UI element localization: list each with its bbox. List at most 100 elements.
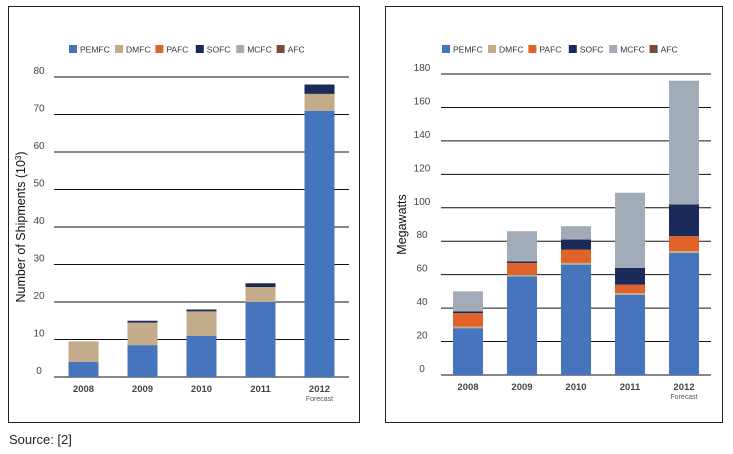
legend-label-dmfc: DMFC — [126, 45, 151, 55]
bar-pemfc-2009 — [127, 345, 158, 377]
bar-mcfc-2012 — [669, 80, 699, 205]
legend-swatch-mcfc — [609, 45, 618, 53]
x-tick-label: 2012 — [309, 384, 330, 395]
bar-sofc-2009 — [127, 320, 158, 323]
bar-dmfc-2010 — [186, 311, 217, 336]
bar-sofc-2012 — [669, 204, 699, 237]
bar-sofc-2008 — [453, 311, 483, 314]
megawatts-chart-panel: PEMFC DMFC PAFC SOFC MCFC AFC 0 20 40 60 80 100 120 1… — [385, 6, 723, 423]
legend-label-mcfc: MCFC — [620, 45, 645, 55]
legend-swatch-sofc — [195, 45, 204, 53]
bar-dmfc-2008 — [453, 326, 483, 329]
bar-dmfc-2012 — [304, 93, 335, 111]
y-tick-label: 60 — [416, 264, 428, 275]
bar-pafc-2012 — [669, 236, 699, 252]
bar-sofc-2011 — [615, 267, 645, 285]
shipments-chart-panel: PEMFC DMFC PAFC SOFC MCFC AFC 0 10 20 30 40 50 60 70 8… — [8, 6, 360, 423]
y-tick-label: 20 — [416, 331, 428, 342]
bar-pemfc-2012 — [304, 110, 335, 377]
y-tick-label: 10 — [33, 329, 45, 340]
legend-label-afc: AFC — [661, 45, 678, 55]
x-tick-label: 2011 — [620, 382, 641, 393]
y-tick-label: 0 — [36, 366, 42, 377]
legend-label-afc: AFC — [288, 45, 305, 55]
bar-dmfc-2008 — [68, 341, 99, 362]
x-tick-label: 2012 — [673, 382, 694, 393]
x-tick-label: 2008 — [73, 384, 94, 395]
y-tick-label: 50 — [33, 179, 45, 190]
bar-sofc-2010 — [561, 239, 591, 250]
bar-dmfc-2009 — [127, 322, 158, 346]
y-tick-label: 140 — [414, 130, 431, 141]
legend-label-sofc: SOFC — [207, 45, 231, 55]
y-tick-label: 160 — [414, 96, 431, 107]
x-tick-label: 2009 — [132, 384, 153, 395]
bar-dmfc-2010 — [561, 262, 591, 265]
bar-sofc-2012 — [304, 84, 335, 94]
bar-dmfc-2009 — [507, 274, 537, 277]
bar-pemfc-2010 — [561, 264, 591, 375]
bar-pemfc-2011 — [615, 294, 645, 375]
y-tick-label: 60 — [33, 141, 45, 152]
legend-swatch-pafc — [528, 45, 537, 53]
bar-mcfc-2008 — [453, 291, 483, 312]
legend-label-dmfc: DMFC — [499, 45, 524, 55]
legend-label-pemfc: PEMFC — [80, 45, 110, 55]
bar-pemfc-2010 — [186, 335, 217, 377]
legend-swatch-dmfc — [115, 45, 123, 53]
shipments-chart: PEMFC DMFC PAFC SOFC MCFC AFC 0 10 20 30 40 50 60 70 8… — [14, 45, 349, 403]
x-tick-label: 2009 — [511, 382, 532, 393]
bar-pafc-2008 — [453, 313, 483, 327]
bar-pemfc-2008 — [68, 362, 99, 377]
bar-dmfc-2011 — [615, 293, 645, 295]
y-tick-label: 80 — [416, 230, 428, 241]
bar-mcfc-2011 — [615, 192, 645, 268]
megawatts-chart: PEMFC DMFC PAFC SOFC MCFC AFC 0 20 40 60 80 100 120 1… — [395, 45, 711, 401]
legend-swatch-pemfc — [442, 45, 450, 53]
legend-label-pemfc: PEMFC — [453, 45, 483, 55]
y-tick-label: 0 — [419, 364, 425, 375]
y-axis-label: Number of Shipments (103) — [14, 151, 29, 302]
y-axis-label-close: ) — [14, 151, 28, 155]
x-tick-note: Forecast — [670, 394, 697, 401]
bar-pemfc-2012 — [669, 252, 699, 375]
y-tick-label: 30 — [33, 254, 45, 265]
legend-swatch-sofc — [568, 45, 577, 53]
legend-label-pafc: PAFC — [166, 45, 188, 55]
y-axis-label-superscript: 3 — [14, 155, 23, 160]
y-tick-label: 100 — [414, 197, 431, 208]
bar-mcfc-2010 — [561, 226, 591, 240]
legend-label-mcfc: MCFC — [247, 45, 272, 55]
legend-swatch-dmfc — [488, 45, 496, 53]
y-tick-label: 40 — [416, 297, 428, 308]
bar-pafc-2009 — [507, 262, 537, 275]
y-axis-label: Megawatts — [395, 194, 409, 254]
x-tick-label: 2010 — [565, 382, 586, 393]
bar-sofc-2011 — [245, 283, 276, 287]
legend-swatch-pemfc — [69, 45, 77, 53]
y-tick-label: 120 — [414, 163, 431, 174]
y-tick-label: 80 — [33, 66, 45, 77]
bar-dmfc-2011 — [245, 287, 276, 302]
legend-label-pafc: PAFC — [539, 45, 561, 55]
y-tick-label: 180 — [414, 63, 431, 74]
bar-sofc-2010 — [186, 309, 217, 312]
y-tick-label: 40 — [33, 216, 45, 227]
source-caption: Source: [2] — [9, 432, 72, 447]
bar-sofc-2009 — [507, 261, 537, 263]
x-tick-label: 2010 — [191, 384, 212, 395]
y-tick-label: 20 — [33, 291, 45, 302]
bar-dmfc-2012 — [669, 251, 699, 253]
bar-pemfc-2011 — [245, 302, 276, 377]
bar-mcfc-2009 — [507, 231, 537, 262]
legend-swatch-mcfc — [236, 45, 245, 53]
legend-swatch-afc — [649, 45, 658, 53]
x-tick-label: 2008 — [457, 382, 478, 393]
bar-pafc-2011 — [615, 284, 645, 294]
y-tick-label: 70 — [33, 104, 45, 115]
legend-label-sofc: SOFC — [580, 45, 604, 55]
bar-pafc-2010 — [561, 249, 591, 263]
legend-swatch-pafc — [155, 45, 164, 53]
bar-pemfc-2008 — [453, 328, 483, 375]
x-tick-label: 2011 — [250, 384, 271, 395]
